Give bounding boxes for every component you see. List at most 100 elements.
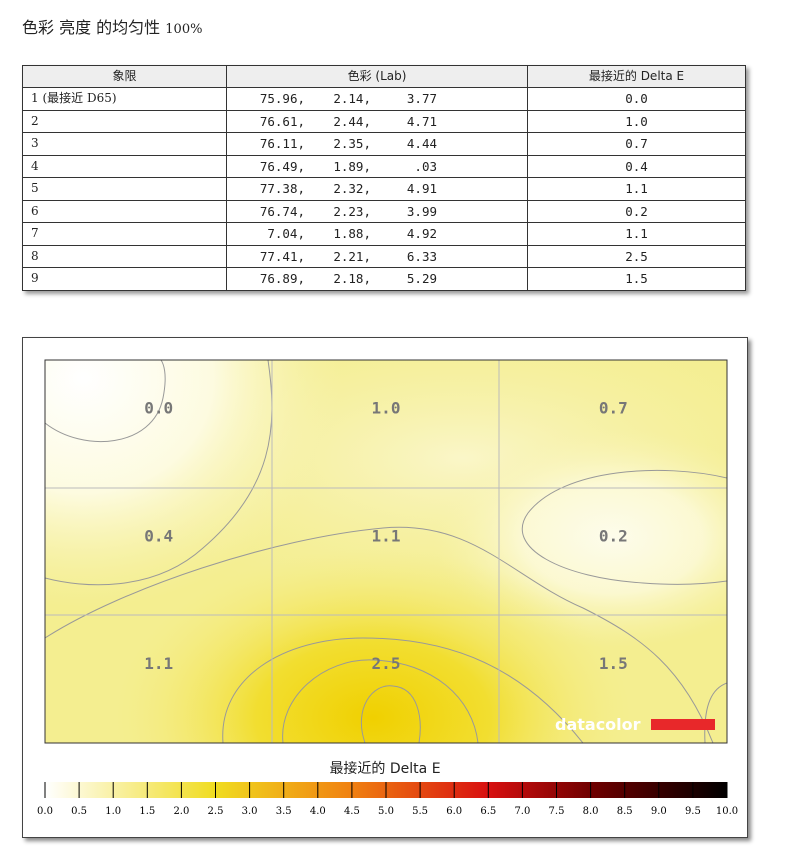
- colorbar-tick-label: 0.5: [71, 806, 87, 817]
- table-row: 2 76.61, 2.44, 4.71 1.0: [22, 109, 746, 133]
- delta-e-cell: 0.7: [527, 132, 746, 156]
- lab-l: 76.49,: [259, 158, 305, 174]
- datacolor-logo-bar: [651, 719, 715, 730]
- page-title: 色彩 亮度 的均匀性 100%: [22, 18, 203, 37]
- lab-b: 6.33: [406, 248, 437, 264]
- colorbar-tick-label: 6.5: [480, 806, 496, 817]
- quadrant-cell: 7: [22, 222, 227, 246]
- cell-label: 0.4: [144, 526, 173, 545]
- lab-a: 2.35,: [333, 136, 371, 152]
- delta-e-cell: 1.5: [527, 267, 746, 291]
- colorbar-tick-label: 3.5: [276, 806, 292, 817]
- colorbar-tick-label: 2.0: [173, 806, 189, 817]
- plot-border: [44, 359, 728, 744]
- delta-e-cell: 1.1: [527, 222, 746, 246]
- lab-a: 1.88,: [333, 226, 371, 242]
- colorbar-tick-label: 5.5: [412, 806, 428, 817]
- lab-l: 77.38,: [259, 181, 305, 197]
- cell-label: 1.0: [372, 399, 401, 418]
- colorbar-tick-label: 0.0: [37, 806, 53, 817]
- colorbar-tick-label: 1.0: [105, 806, 121, 817]
- lab-l: 76.61,: [259, 113, 305, 129]
- colorbar-tick-label: 10.0: [716, 806, 738, 817]
- colorbar-tick-label: 7.5: [549, 806, 565, 817]
- lab-cell: 77.41, 2.21, 6.33: [226, 244, 528, 268]
- lab-a: 2.21,: [333, 248, 371, 264]
- cell-label: 1.1: [372, 526, 401, 545]
- lab-cell: 75.96, 2.14, 3.77: [226, 87, 528, 111]
- lab-b: 3.99: [406, 203, 437, 219]
- cell-label: 0.7: [599, 399, 628, 418]
- lab-cell: 76.49, 1.89, .03: [226, 154, 528, 178]
- lab-cell: 76.89, 2.18, 5.29: [226, 267, 528, 291]
- colorbar-tick-label: 1.5: [139, 806, 155, 817]
- quadrant-cell: 5: [22, 177, 227, 201]
- lab-cell: 77.38, 2.32, 4.91: [226, 177, 528, 201]
- cell-label: 0.2: [599, 526, 628, 545]
- quadrant-cell: 2: [22, 109, 227, 133]
- lab-a: 2.44,: [333, 113, 371, 129]
- datacolor-logo: datacolor: [555, 715, 641, 734]
- lab-b: 4.44: [406, 136, 437, 152]
- colorbar-tick-label: 5.0: [378, 806, 394, 817]
- lab-cell: 76.74, 2.23, 3.99: [226, 199, 528, 223]
- cell-label: 2.5: [372, 654, 401, 673]
- table-row: 7 7.04, 1.88, 4.92 1.1: [22, 222, 746, 246]
- header-lab: 色彩 (Lab): [226, 65, 528, 88]
- table-row: 5 77.38, 2.32, 4.91 1.1: [22, 177, 746, 201]
- quadrant-cell: 4: [22, 154, 227, 178]
- lab-cell: 7.04, 1.88, 4.92: [226, 222, 528, 246]
- header-delta-e: 最接近的 Delta E: [527, 65, 746, 88]
- quadrant-cell: 3: [22, 132, 227, 156]
- lab-b: 4.91: [406, 181, 437, 197]
- colorbar-tick-label: 9.5: [685, 806, 701, 817]
- lab-b: .03: [414, 158, 437, 174]
- lab-l: 7.04,: [267, 226, 305, 242]
- table-row: 1 (最接近 D65) 75.96, 2.14, 3.77 0.0: [22, 87, 746, 111]
- quadrant-cell: 9: [22, 267, 227, 291]
- lab-l: 77.41,: [259, 248, 305, 264]
- lab-a: 2.18,: [333, 271, 371, 287]
- colorbar-title: 最接近的 Delta E: [329, 761, 441, 777]
- lab-table: 象限 色彩 (Lab) 最接近的 Delta E 1 (最接近 D65) 75.…: [22, 65, 746, 291]
- table-row: 3 76.11, 2.35, 4.44 0.7: [22, 132, 746, 156]
- colorbar-tick-label: 9.0: [651, 806, 667, 817]
- lab-b: 4.71: [406, 113, 437, 129]
- lab-l: 75.96,: [259, 91, 305, 107]
- lab-b: 4.92: [406, 226, 437, 242]
- lab-cell: 76.11, 2.35, 4.44: [226, 132, 528, 156]
- lab-a: 2.14,: [333, 91, 371, 107]
- quadrant-cell: 8: [22, 244, 227, 268]
- delta-e-cell: 2.5: [527, 244, 746, 268]
- table-row: 6 76.74, 2.23, 3.99 0.2: [22, 199, 746, 223]
- quadrant-cell: 1 (最接近 D65): [22, 87, 227, 111]
- table-row: 8 77.41, 2.21, 6.33 2.5: [22, 244, 746, 268]
- cell-label: 1.1: [144, 654, 173, 673]
- colorbar-tick-label: 8.5: [617, 806, 633, 817]
- header-quadrant: 象限: [22, 65, 227, 88]
- heatmap-chart: 0.0 1.0 0.7 0.4 1.1 0.2 1.1 2.5 1.5 datacolor 0.…: [37, 359, 738, 817]
- heatmap-surface: [45, 360, 727, 743]
- table-row: 4 76.49, 1.89, .03 0.4: [22, 154, 746, 178]
- colorbar-tick-label: 8.0: [583, 806, 599, 817]
- delta-e-cell: 1.0: [527, 109, 746, 133]
- cell-label: 0.0: [144, 399, 173, 418]
- colorbar-tick-label: 6.0: [446, 806, 462, 817]
- table-row: 9 76.89, 2.18, 5.29 1.5: [22, 267, 746, 291]
- delta-e-cell: 1.1: [527, 177, 746, 201]
- lab-b: 3.77: [406, 91, 437, 107]
- lab-b: 5.29: [406, 271, 437, 287]
- colorbar-tick-label: 4.0: [310, 806, 326, 817]
- lab-a: 1.89,: [333, 158, 371, 174]
- lab-cell: 76.61, 2.44, 4.71: [226, 109, 528, 133]
- quadrant-cell: 6: [22, 199, 227, 223]
- lab-l: 76.74,: [259, 203, 305, 219]
- heatmap-panel: 0.0 1.0 0.7 0.4 1.1 0.2 1.1 2.5 1.5 datacolor 0.…: [22, 337, 748, 838]
- delta-e-cell: 0.4: [527, 154, 746, 178]
- lab-a: 2.23,: [333, 203, 371, 219]
- colorbar-tick-label: 2.5: [208, 806, 224, 817]
- cell-label: 1.5: [599, 654, 628, 673]
- delta-e-cell: 0.0: [527, 87, 746, 111]
- lab-l: 76.11,: [259, 136, 305, 152]
- delta-e-cell: 0.2: [527, 199, 746, 223]
